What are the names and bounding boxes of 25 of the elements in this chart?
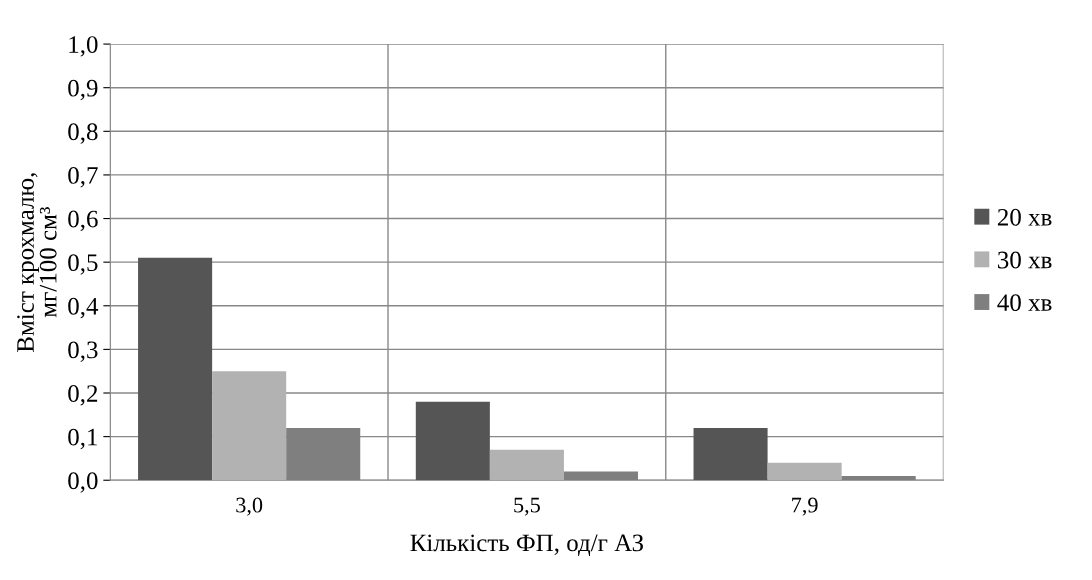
bar xyxy=(693,427,768,481)
legend-label: 30 хв xyxy=(998,251,1052,269)
y-tick-label: 0,5 xyxy=(68,254,98,275)
bar xyxy=(489,449,564,481)
y-tick-label: 0,3 xyxy=(68,341,98,362)
x-tick-label: 7,9 xyxy=(792,497,818,516)
y-tick-label: 0,7 xyxy=(68,166,98,188)
y-tick-label: 0,1 xyxy=(68,428,97,450)
y-tick-label: 0,0 xyxy=(68,472,98,493)
x-tick-label: 5,5 xyxy=(514,497,540,516)
bar xyxy=(415,401,490,481)
y-axis-title: Вміст крохмалю, мг/100 см³ xyxy=(17,173,57,352)
legend-label: 40 хв xyxy=(997,294,1052,312)
y-tick-label: 1,0 xyxy=(69,36,98,57)
y-tick-label: 0,9 xyxy=(68,79,98,101)
bar xyxy=(767,462,842,481)
y-tick-label: 0,8 xyxy=(68,123,98,144)
legend-label: 20 хв xyxy=(997,208,1052,226)
bar xyxy=(138,257,213,481)
y-tick-label: 0,4 xyxy=(68,297,99,319)
x-tick-label: 3,0 xyxy=(236,497,263,516)
bar xyxy=(212,371,287,481)
y-tick-label: 0,6 xyxy=(68,210,98,232)
x-axis-title: Кількість ФП, од/г АЗ xyxy=(410,534,643,556)
y-tick-label: 0,2 xyxy=(68,385,98,406)
